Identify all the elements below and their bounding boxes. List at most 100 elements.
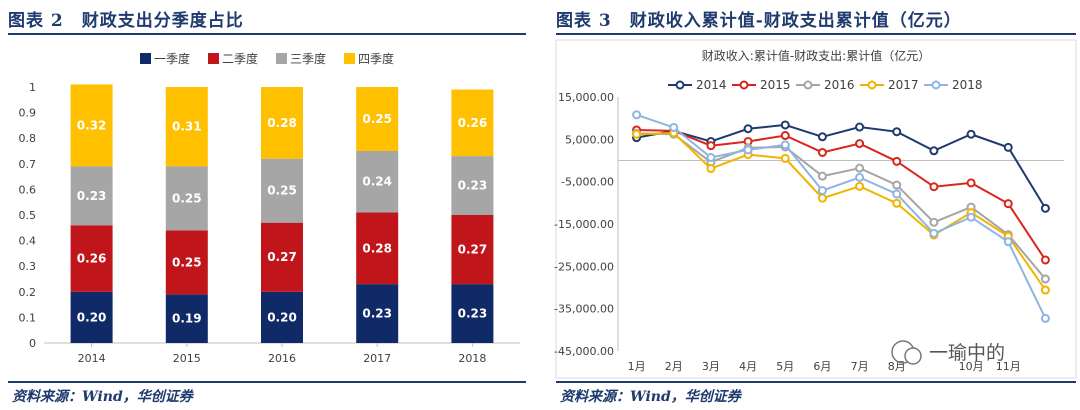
bar-segment-2017-q4 [356, 87, 399, 151]
legend-marker-2015 [739, 80, 749, 90]
point-2015-9 [929, 182, 939, 192]
x-tick-label: 8月 [888, 360, 906, 373]
legend-label-2014: 2014 [696, 78, 727, 92]
x-tick-label: 11月 [996, 360, 1021, 373]
legend-label-4: 四季度 [358, 51, 394, 66]
x-tick-label: 6月 [813, 360, 831, 373]
point-2017-3 [706, 164, 716, 174]
point-2018-5 [780, 140, 790, 150]
x-tick-label: 5月 [776, 360, 794, 373]
point-2017-8 [892, 198, 902, 208]
point-2014-6 [817, 132, 827, 142]
point-2016-9 [929, 217, 939, 227]
data-label: 0.28 [362, 241, 392, 255]
legend-label-2015: 2015 [760, 78, 791, 92]
bar-segment-2015-q4 [165, 87, 208, 167]
point-2016-12 [1040, 274, 1050, 284]
y-tick-label: -25,000.00 [554, 260, 614, 273]
point-2014-8 [892, 127, 902, 137]
source-rule [8, 381, 526, 383]
y-tick-label: 0 [29, 337, 36, 350]
x-tick-label: 2017 [363, 352, 391, 365]
series-line-2017 [636, 131, 1047, 291]
point-2015-7 [855, 139, 865, 149]
x-tick-label: 7月 [851, 360, 869, 373]
line-chart: 财政收入:累计值-财政支出:累计值（亿元） 2014 2015 2016 2017 201… [554, 39, 1077, 379]
x-tick-label: 4月 [739, 360, 757, 373]
chart-frame [555, 39, 1077, 379]
data-label: 0.26 [77, 252, 107, 266]
stacked-bar-chart: 一季度 二季度 三季度 四季度 0 0.1 0.2 0.3 0.4 0.5 0.6 0.7 0.8 0.9… [19, 51, 520, 365]
data-label: 0.23 [458, 307, 488, 321]
data-label: 0.23 [77, 189, 107, 203]
chart-title: 财政收入:累计值-财政支出:累计值（亿元） [702, 48, 930, 63]
data-label: 0.23 [458, 179, 488, 193]
legend-label-2: 二季度 [222, 51, 258, 66]
point-2015-11 [1003, 199, 1013, 209]
data-label: 0.25 [172, 255, 202, 269]
y-tick-label: 0.9 [19, 107, 37, 120]
bar-segment-2014-q1 [70, 291, 113, 343]
y-tick-label: 0.8 [19, 132, 37, 145]
point-2017-5 [780, 153, 790, 163]
y-tick-label: 5,000.00 [565, 133, 614, 146]
legend-label-2016: 2016 [824, 78, 855, 92]
bar-segment-2015-q3 [165, 166, 208, 231]
point-2018-6 [817, 186, 827, 196]
data-label: 0.28 [267, 116, 297, 130]
series-line-2014 [636, 123, 1047, 209]
data-label: 0.27 [458, 243, 488, 257]
x-tick-label: 2015 [173, 352, 201, 365]
y-tick-label: -35,000.00 [554, 303, 614, 316]
point-2018-7 [855, 172, 865, 182]
x-tick-label: 1月 [628, 360, 646, 373]
y-tick-label: 0.6 [19, 183, 37, 196]
data-label: 0.25 [172, 191, 202, 205]
title-rule [556, 33, 1076, 35]
panel-quarterly-share: 图表 2 财政支出分季度占比 一季度 二季度 三季度 四季度 0 0.1 0.2 0.3 0.4… [0, 0, 530, 410]
bar-segment-2018-q2 [451, 215, 494, 285]
data-label: 0.26 [458, 116, 488, 130]
wechat-logo-icon-bubble [904, 347, 922, 365]
bar-segment-2018-q1 [451, 284, 494, 343]
bar-segment-2017-q3 [356, 151, 399, 213]
x-tick-label: 2014 [78, 352, 106, 365]
point-2017-7 [855, 181, 865, 191]
point-2018-2 [669, 122, 679, 132]
point-2014-5 [780, 120, 790, 130]
data-label: 0.31 [172, 120, 202, 134]
data-label: 0.23 [362, 307, 392, 321]
y-tick-label: 0.2 [19, 286, 37, 299]
legend-marker-2014 [675, 80, 685, 90]
x-tick-label: 2018 [458, 352, 486, 365]
bar-segment-2016-q4 [261, 87, 303, 159]
source-note: 资料来源：Wind，华创证券 [560, 389, 741, 405]
point-2018-4 [743, 145, 753, 155]
point-2017-1 [632, 129, 642, 139]
legend-label-2017: 2017 [888, 78, 919, 92]
legend-swatch-2 [208, 53, 219, 64]
x-tick-label: 3月 [702, 360, 720, 373]
point-2014-7 [855, 122, 865, 132]
series-line-2016 [636, 132, 1047, 280]
point-2018-8 [892, 189, 902, 199]
legend-marker-2018 [931, 80, 941, 90]
x-tick-label: 2016 [268, 352, 296, 365]
y-tick-label: 0.7 [19, 158, 37, 171]
bar-segment-2015-q2 [165, 230, 208, 295]
bar-segment-2018-q4 [451, 89, 494, 157]
legend-label-2018: 2018 [952, 78, 983, 92]
source-note: 资料来源：Wind，华创证券 [12, 389, 193, 405]
point-2015-12 [1040, 255, 1050, 265]
point-2014-11 [1003, 142, 1013, 152]
point-2014-4 [743, 124, 753, 134]
legend-swatch-3 [276, 53, 287, 64]
legend-label-1: 一季度 [154, 51, 190, 66]
bar-segment-2016-q3 [261, 158, 303, 223]
point-2017-12 [1040, 285, 1050, 295]
bar-segment-2016-q1 [261, 291, 303, 343]
bar-segment-2015-q1 [165, 294, 208, 343]
point-2018-3 [706, 153, 716, 163]
legend-swatch-1 [140, 53, 151, 64]
data-label: 0.25 [362, 112, 392, 126]
